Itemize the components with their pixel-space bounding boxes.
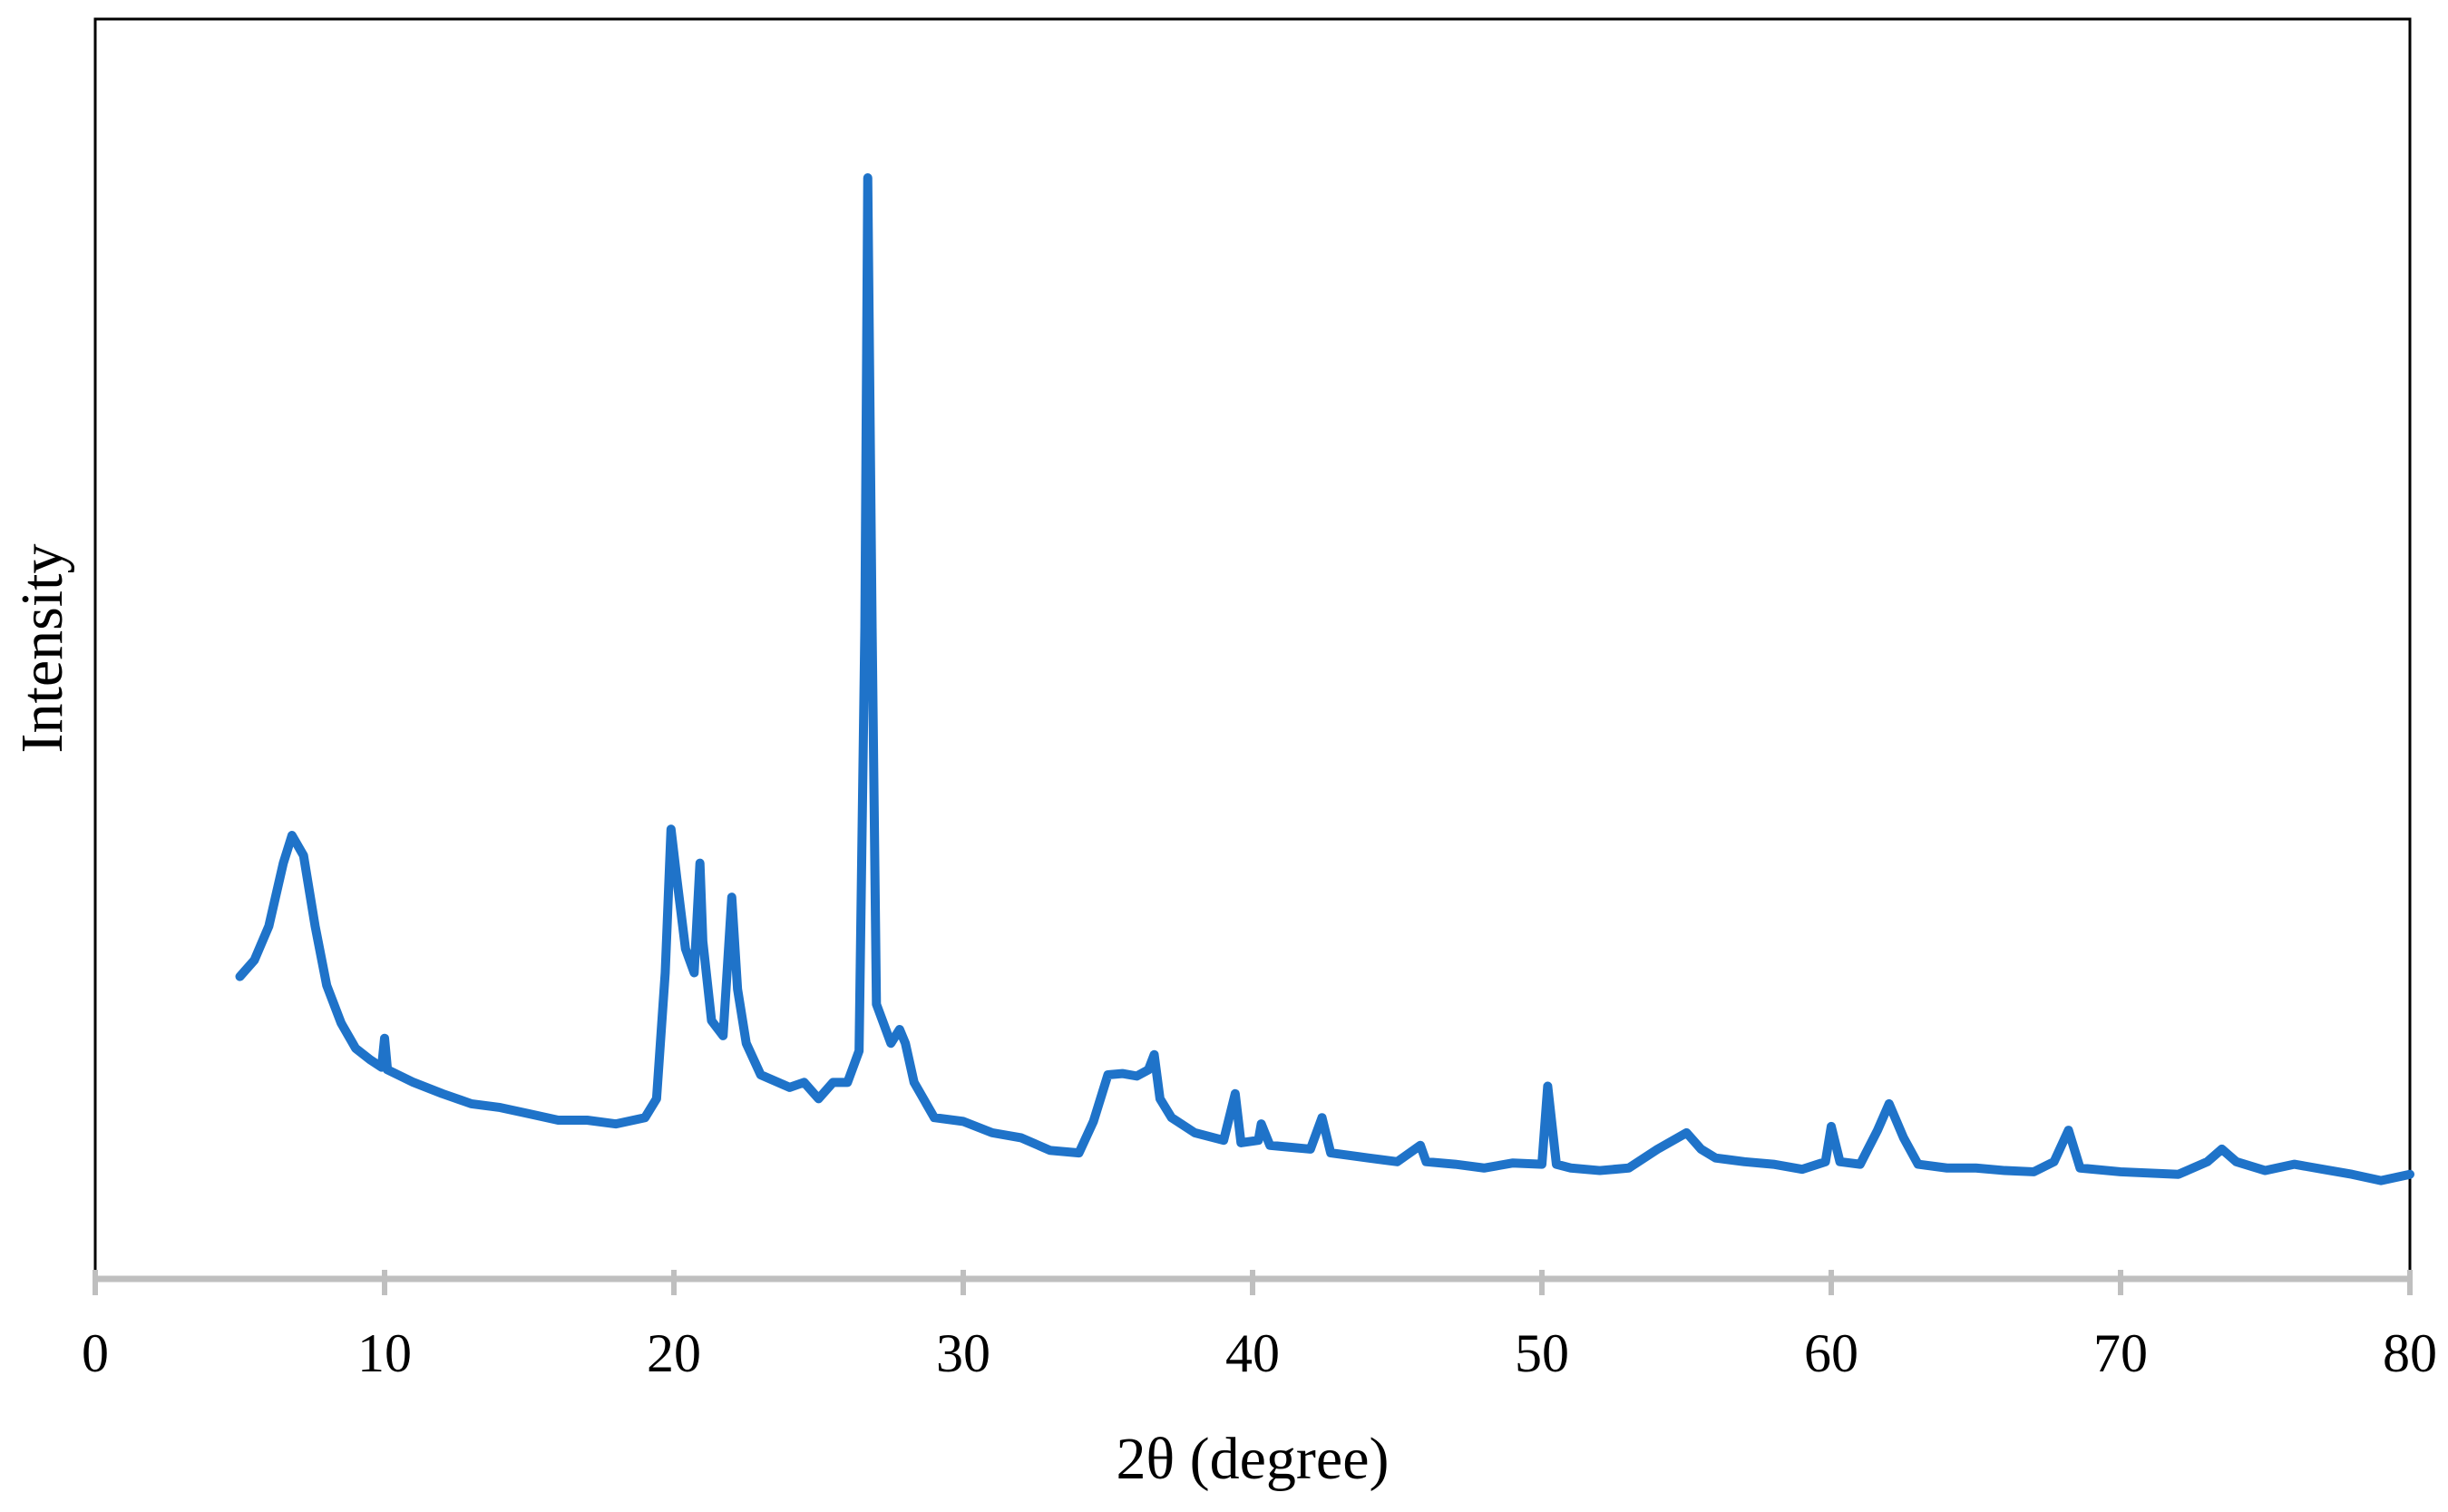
x-tick-label: 20: [647, 1323, 701, 1383]
x-tick-label: 40: [1225, 1323, 1280, 1383]
x-tick-label: 60: [1804, 1323, 1858, 1383]
x-axis-title: 2θ (degree): [1117, 1426, 1390, 1492]
x-tick-label: 80: [2383, 1323, 2437, 1383]
x-tick-label: 70: [2093, 1323, 2148, 1383]
data-line: [235, 173, 2414, 1185]
x-tick-label: 50: [1515, 1323, 1569, 1383]
x-tick-label: 10: [357, 1323, 412, 1383]
x-tick-label: 0: [82, 1323, 109, 1383]
y-axis-title: Intensity: [9, 544, 75, 754]
x-tick-label: 30: [936, 1323, 990, 1383]
